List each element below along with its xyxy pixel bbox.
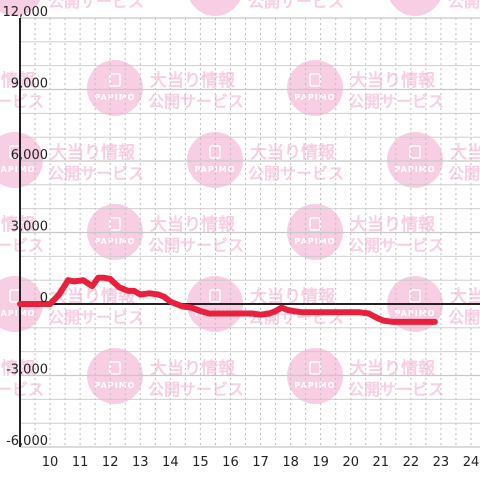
watermark-logo-text: PAPIMO (395, 165, 436, 174)
y-tick-label: 12,000 (3, 5, 49, 20)
watermark-phone-icon (309, 217, 321, 231)
watermark-line2: 公開サービス (0, 236, 44, 255)
watermark-line2: 公開サービス (148, 236, 244, 255)
watermark-line1: 大当り情報 (450, 286, 480, 307)
watermark-phone-icon (409, 145, 421, 159)
x-tick-label: 11 (72, 455, 89, 470)
watermark-logo-circle (87, 60, 143, 116)
watermark-phone-icon (309, 361, 321, 375)
watermark-line1: 大当り情報 (0, 70, 36, 91)
y-tick-label: 3,000 (11, 220, 48, 235)
watermark-line1: 大当り情報 (150, 70, 236, 91)
watermark-line1: 大当り情報 (0, 358, 36, 379)
watermark-logo-circle (0, 0, 41, 16)
x-tick-label: 10 (42, 455, 59, 470)
watermark-line1: 大当り情報 (350, 358, 436, 379)
tick-labels: -6,000 -3,000 0 3,000 6,000 9,000 12,000 10 11 12… (3, 5, 480, 470)
watermark-line2: 公開サービス (48, 164, 144, 183)
x-tick-label: 18 (282, 455, 299, 470)
watermark-logo-text: PAPIMO (295, 93, 336, 102)
watermark-line2: 公開サービス (48, 0, 144, 11)
y-tick-label: 9,000 (11, 77, 48, 92)
y-tick-label: 6,000 (11, 148, 48, 163)
x-tick-label: 15 (192, 455, 209, 470)
watermark-logo-text: PAPIMO (0, 309, 35, 318)
grid (20, 17, 480, 448)
watermark-line2: 公開サービス (248, 0, 344, 11)
watermark-logo-text: PAPIMO (395, 0, 436, 2)
x-tick-label: 16 (222, 455, 239, 470)
watermark-line1: 大当り情報 (50, 286, 136, 307)
watermark-line2: 公開サービス (448, 0, 480, 11)
watermark-line2: 公開サービス (348, 236, 444, 255)
watermark-logo-text: PAPIMO (295, 237, 336, 246)
watermark-logo-text: PAPIMO (0, 0, 35, 2)
watermark-logo-circle (189, 0, 241, 16)
series-layer (17, 274, 438, 325)
x-tick-label: 17 (252, 455, 269, 470)
watermark-line1: 大当り情報 (150, 214, 236, 235)
watermark-layer: PAPIMO大当り情報公開サービスPAPIMO大当り情報公開サービスPAPIMO… (0, 0, 480, 404)
x-tick-label: 23 (433, 455, 450, 470)
y-tick-label: -3,000 (6, 363, 48, 378)
watermark-line2: 公開サービス (148, 380, 244, 399)
watermark-logo-text: PAPIMO (95, 381, 136, 390)
watermark-line2: 公開サービス (0, 380, 44, 399)
watermark-line1: 大当り情報 (150, 358, 236, 379)
watermark-line2: 公開サービス (448, 164, 480, 183)
watermark-logo-text: PAPIMO (395, 309, 436, 318)
watermark-line2: 公開サービス (148, 92, 244, 111)
watermark-logo-text: PAPIMO (0, 165, 35, 174)
watermark-logo-text: PAPIMO (95, 237, 136, 246)
watermark-line1: 大当り情報 (250, 286, 336, 307)
watermark-phone-icon (409, 289, 421, 303)
watermark-logo-text: PAPIMO (95, 93, 136, 102)
watermark-line2: 公開サービス (448, 308, 480, 327)
x-tick-label: 20 (342, 455, 359, 470)
watermark-line1: 大当り情報 (250, 142, 336, 163)
watermark-line2: 公開サービス (48, 308, 144, 327)
series-line-0 (17, 274, 438, 325)
x-tick-label: 14 (162, 455, 179, 470)
watermark-logo-circle (387, 132, 443, 188)
watermark-phone-icon (309, 73, 321, 87)
watermark-logo-text: PAPIMO (195, 165, 236, 174)
watermark-logo-text: PAPIMO (295, 381, 336, 390)
watermark-line2: 公開サービス (0, 92, 44, 111)
watermark-line1: 大当り情報 (350, 70, 436, 91)
watermark-line2: 公開サービス (248, 164, 344, 183)
x-tick-label: 22 (403, 455, 420, 470)
y-tick-label: -6,000 (6, 434, 48, 449)
watermark-line1: 大当り情報 (0, 214, 36, 235)
watermark-line1: 大当り情報 (350, 214, 436, 235)
watermark-logo-text: PAPIMO (195, 0, 236, 2)
x-tick-label: 24 (463, 455, 480, 470)
axes (19, 18, 480, 447)
watermark-line1: 大当り情報 (450, 142, 480, 163)
watermark-logo-circle (287, 60, 343, 116)
x-tick-label: 19 (312, 455, 329, 470)
watermark-logo-circle (389, 0, 441, 16)
x-tick-label: 13 (132, 455, 149, 470)
watermark-line2: 公開サービス (348, 92, 444, 111)
x-tick-label: 12 (102, 455, 119, 470)
watermark-line1: 大当り情報 (50, 142, 136, 163)
y-tick-label: 0 (40, 291, 48, 306)
x-tick-label: 21 (373, 455, 390, 470)
